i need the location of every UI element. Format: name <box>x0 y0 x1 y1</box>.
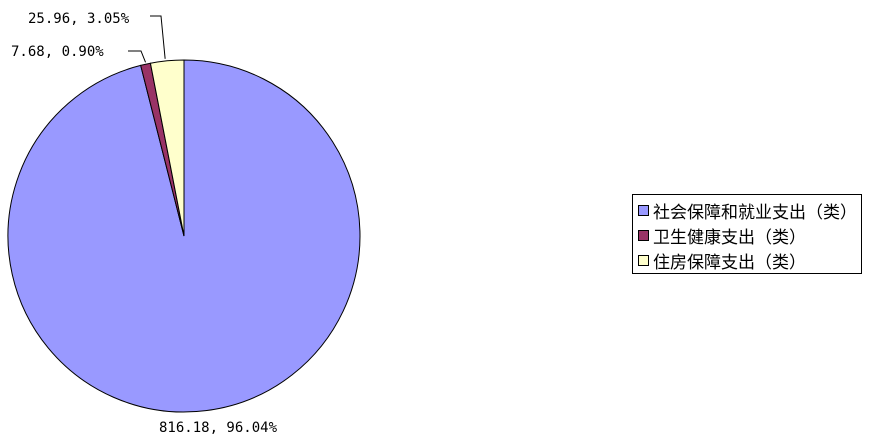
legend-swatch-housing <box>638 255 649 266</box>
leader-line-health <box>128 50 146 63</box>
legend-item-social-security: 社会保障和就业支出（类） <box>638 198 861 223</box>
data-label-housing: 25.96, 3.05% <box>28 11 130 27</box>
legend: 社会保障和就业支出（类） 卫生健康支出（类） 住房保障支出（类） <box>632 194 862 274</box>
legend-item-housing: 住房保障支出（类） <box>638 248 861 273</box>
data-label-health: 7.68, 0.90% <box>11 44 104 60</box>
legend-swatch-health <box>638 230 649 241</box>
legend-item-health: 卫生健康支出（类） <box>638 223 861 248</box>
legend-label: 卫生健康支出（类） <box>653 228 806 248</box>
data-label-social-security: 816.18, 96.04% <box>159 420 278 434</box>
pie-slice-social-security <box>7 59 361 413</box>
pie-slices <box>7 59 361 413</box>
legend-label: 住房保障支出（类） <box>653 253 806 273</box>
legend-label: 社会保障和就业支出（类） <box>653 203 857 223</box>
leader-line-housing <box>150 15 166 59</box>
pie-slice-housing <box>149 59 185 237</box>
leader-lines <box>128 15 166 63</box>
legend-swatch-social-security <box>638 205 649 216</box>
